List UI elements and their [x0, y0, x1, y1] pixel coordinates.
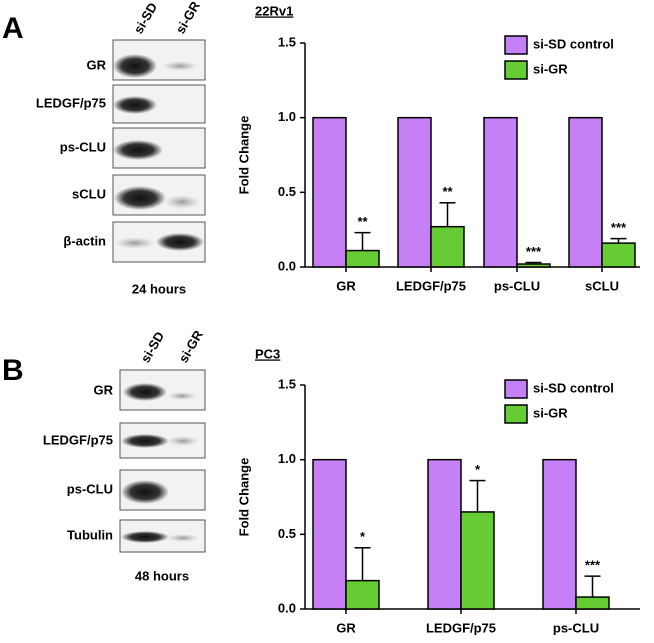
- legend-label: si-GR: [533, 405, 568, 420]
- y-axis-label: Fold Change: [236, 116, 251, 195]
- significance-label: **: [442, 184, 453, 199]
- bar: [427, 458, 462, 610]
- bar: [575, 596, 610, 610]
- x-tick-label: GR: [336, 620, 356, 635]
- x-tick-label: GR: [336, 278, 356, 293]
- y-tick-label: 1.0: [278, 451, 296, 466]
- significance-label: **: [357, 214, 368, 229]
- blot-lane-label: si-SD: [131, 0, 161, 36]
- x-tick-label: LEDGF/p75: [426, 620, 496, 635]
- bar: [397, 116, 432, 268]
- bar: [516, 263, 551, 268]
- significance-label: ***: [585, 558, 601, 573]
- significance-label: *: [360, 529, 366, 544]
- significance-label: *: [475, 462, 481, 477]
- blot-row-label: ps-CLU: [60, 139, 106, 154]
- blot-a: [112, 39, 206, 263]
- y-tick-label: 1.0: [278, 109, 296, 124]
- blot-row-label: GR: [94, 382, 114, 397]
- x-tick-label: sCLU: [585, 278, 619, 293]
- panel-letter: B: [2, 354, 24, 387]
- y-tick-label: 0.0: [278, 258, 296, 273]
- legend-label: si-SD control: [533, 380, 614, 395]
- blot-row-label: LEDGF/p75: [43, 432, 113, 447]
- chart-title: 22Rv1: [255, 3, 293, 18]
- x-tick-label: LEDGF/p75: [396, 278, 466, 293]
- significance-label: ***: [611, 220, 627, 235]
- blot-row-label: GR: [87, 57, 107, 72]
- y-axis-label: Fold Change: [236, 458, 251, 537]
- blot-lane-label: si-GR: [176, 327, 207, 365]
- legend-swatch: [504, 404, 528, 424]
- y-tick-label: 0.5: [278, 526, 296, 541]
- legend-label: si-GR: [533, 61, 568, 76]
- bar: [430, 225, 465, 268]
- blot-lane-label: si-SD: [138, 329, 168, 365]
- bar: [601, 242, 636, 268]
- blot-b: [119, 369, 206, 553]
- legend-swatch: [504, 35, 528, 55]
- bar: [345, 579, 380, 610]
- blot-row-label: β-actin: [63, 233, 106, 248]
- blot-row-label: Tubulin: [67, 527, 113, 542]
- blot-lane-label: si-GR: [173, 0, 204, 36]
- legend-label: si-SD control: [533, 36, 614, 51]
- legend-swatch: [504, 379, 528, 399]
- y-tick-label: 0.5: [278, 184, 296, 199]
- blot-row-label: ps-CLU: [67, 481, 113, 496]
- chart-title: PC3: [255, 346, 280, 361]
- blot-caption: 48 hours: [135, 568, 189, 583]
- bar: [542, 458, 577, 610]
- blot-row-label: sCLU: [72, 186, 106, 201]
- y-tick-label: 1.5: [278, 376, 296, 391]
- panel-letter: A: [2, 12, 24, 45]
- x-tick-label: ps-CLU: [553, 620, 599, 635]
- bar: [568, 116, 603, 268]
- bar: [483, 116, 518, 268]
- y-tick-label: 0.0: [278, 600, 296, 615]
- blot-caption: 24 hours: [132, 281, 186, 296]
- bar: [312, 116, 347, 268]
- bar: [312, 458, 347, 610]
- y-tick-label: 1.5: [278, 34, 296, 49]
- bar: [345, 249, 380, 268]
- x-tick-label: ps-CLU: [494, 278, 540, 293]
- legend-swatch: [504, 60, 528, 80]
- blot-row-label: LEDGF/p75: [36, 95, 106, 110]
- bar: [460, 511, 495, 610]
- significance-label: ***: [526, 244, 542, 259]
